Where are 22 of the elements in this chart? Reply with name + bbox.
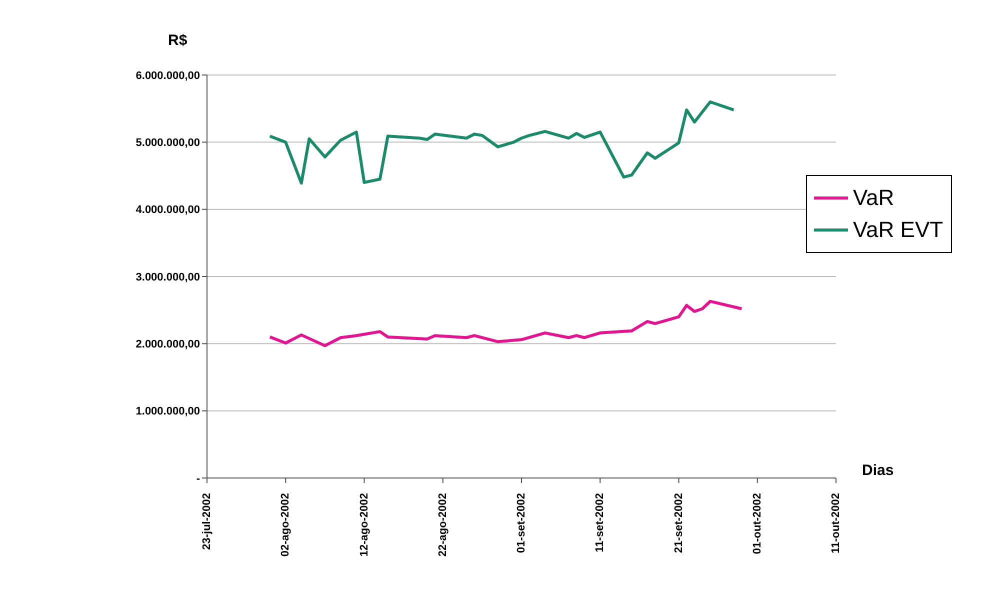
y-axis-title: R$ — [168, 32, 188, 49]
legend-label: VaR — [853, 185, 894, 211]
x-tick-label: 11-set-2002 — [594, 493, 606, 552]
x-tick-label: 21-set-2002 — [672, 493, 685, 553]
x-tick-label: 23-jul-2002 — [201, 493, 213, 550]
x-tick-label: 01-set-2002 — [516, 493, 528, 553]
y-tick-label: 2.000.000,00 — [136, 338, 200, 351]
y-tick-label: 6.000.000,00 — [136, 70, 200, 82]
x-axis-title: Dias — [862, 462, 894, 479]
x-tick-label: 02-ago-2002 — [280, 493, 292, 557]
legend-label: VaR EVT — [853, 217, 944, 243]
line-series — [268, 300, 744, 348]
y-tick-label: 4.000.000,00 — [136, 204, 200, 216]
x-tick-label: 22-ago-2002 — [436, 493, 449, 557]
line-series — [268, 100, 736, 185]
y-tick-label: 3.000.000,00 — [136, 271, 200, 284]
x-tick-label: 01-out-2002 — [751, 493, 764, 554]
y-tick-label: 5.000.000,00 — [136, 137, 200, 150]
y-tick-label: - — [196, 472, 200, 485]
x-tick-label: 11-out-2002 — [830, 493, 842, 554]
y-tick-label: 1.000.000,00 — [136, 406, 200, 418]
x-tick-label: 12-ago-2002 — [358, 493, 370, 557]
